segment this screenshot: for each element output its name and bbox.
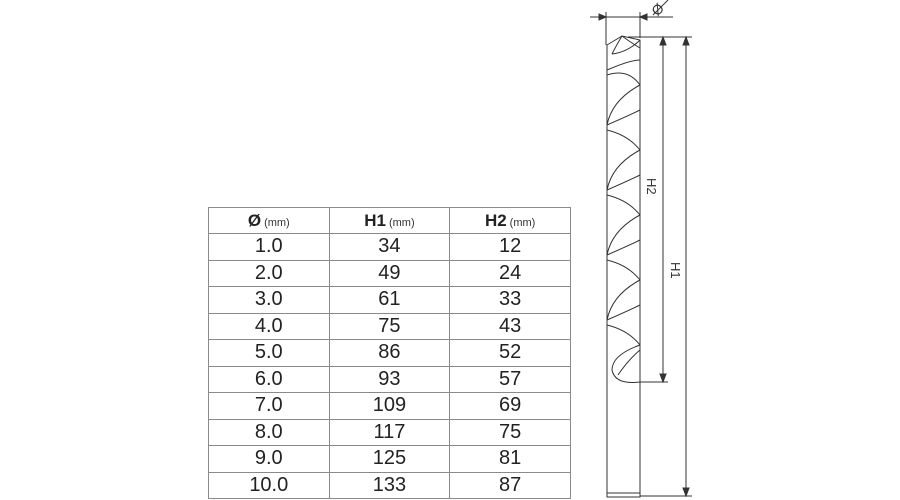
table-row: 6.0 93 57	[208, 365, 571, 393]
h2-label: H2	[644, 178, 659, 195]
cell-h2: 52	[449, 339, 571, 367]
cell-h2: 87	[449, 471, 571, 499]
header-h2: H2 (mm)	[449, 207, 571, 234]
cell-diameter: 8.0	[208, 418, 330, 446]
header-unit: (mm)	[509, 216, 536, 229]
cell-h1: 125	[328, 445, 451, 473]
cell-h2: 75	[449, 418, 571, 446]
table-header-row: Ø (mm) H1 (mm) H2 (mm)	[208, 207, 571, 234]
h2-dimension: H2	[628, 35, 692, 384]
cell-diameter: 1.0	[208, 233, 330, 261]
cell-h1: 34	[328, 233, 451, 261]
cell-diameter: 6.0	[208, 365, 330, 393]
header-symbol: H1	[364, 210, 386, 230]
drill-size-table: Ø (mm) H1 (mm) H2 (mm) 1.0 34 12 2.0 49 24 3.0 61 3…	[208, 207, 571, 499]
h1-label: H1	[668, 262, 683, 279]
cell-diameter: 9.0	[208, 445, 330, 473]
table-row: 9.0 125 81	[208, 445, 571, 473]
h1-dimension: H1	[640, 35, 692, 498]
header-h1: H1 (mm)	[328, 207, 451, 234]
header-unit: (mm)	[388, 216, 415, 229]
table-row: 1.0 34 12	[208, 233, 571, 261]
table-row: 10.0 133 87	[208, 471, 571, 499]
header-symbol: Ø	[247, 210, 262, 230]
cell-diameter: 5.0	[208, 339, 330, 367]
cell-h1: 61	[328, 286, 451, 314]
cell-h2: 69	[449, 392, 571, 420]
table-row: 8.0 117 75	[208, 418, 571, 446]
header-symbol: H2	[484, 210, 507, 230]
cell-h2: 33	[449, 286, 571, 314]
cell-h2: 12	[449, 233, 571, 261]
cell-h1: 133	[328, 471, 451, 499]
drill-body	[606, 35, 641, 498]
header-diameter: Ø (mm)	[208, 207, 330, 234]
cell-h1: 86	[328, 339, 451, 367]
cell-diameter: 10.0	[208, 471, 330, 499]
table-row: 2.0 49 24	[208, 259, 571, 287]
cell-h1: 117	[328, 418, 451, 446]
cell-diameter: 2.0	[208, 259, 330, 287]
table-row: 4.0 75 43	[208, 312, 571, 340]
diameter-label: Ø	[648, 0, 667, 19]
table-row: 3.0 61 33	[208, 286, 571, 314]
table-row: 5.0 86 52	[208, 339, 571, 367]
header-unit: (mm)	[264, 216, 290, 229]
